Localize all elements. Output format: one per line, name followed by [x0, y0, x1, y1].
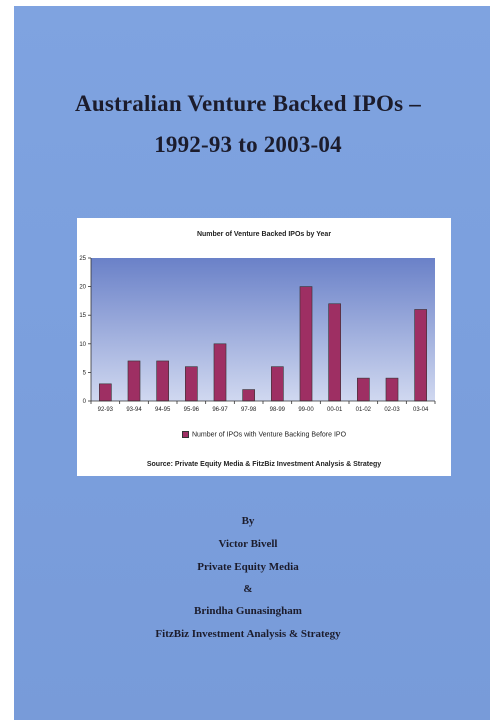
credits-by: By	[241, 515, 255, 527]
x-tick-label: 99-00	[298, 407, 314, 413]
y-tick-label: 15	[79, 313, 86, 319]
chart-legend: Number of IPOs with Venture Backing Befo…	[77, 431, 451, 438]
org-2: FitzBiz Investment Analysis & Strategy	[155, 628, 341, 640]
bar-chart: 0 5 10 15 20 25 92-93 93-94 94-95 95-96 96-97 97-98…	[79, 256, 436, 413]
bar-00-01	[328, 303, 341, 402]
bar-95-96	[185, 366, 198, 402]
chart-title: Number of Venture Backed IPOs by Year	[196, 231, 332, 238]
x-tick-label: 92-93	[98, 407, 114, 413]
x-tick-label: 93-94	[126, 407, 142, 413]
author-1: Victor Bivell	[218, 538, 278, 550]
y-tick-label: 0	[83, 399, 87, 405]
y-tick-label: 10	[79, 342, 86, 348]
bar-99-00	[299, 286, 313, 402]
x-tick-label: 97-98	[241, 407, 257, 413]
author-2: Brindha Gunasingham	[194, 605, 302, 617]
legend-swatch	[181, 431, 189, 438]
x-tick-label: 03-04	[413, 407, 429, 413]
org-1: Private Equity Media	[197, 561, 299, 573]
x-tick-label: 94-95	[155, 407, 171, 413]
chart-source: Source: Private Equity Media & FitzBiz I…	[146, 461, 382, 468]
bar-02-03	[385, 377, 399, 402]
y-tick-label: 5	[83, 370, 87, 376]
bar-93-94	[127, 360, 141, 402]
y-tick-label: 25	[79, 256, 86, 262]
report-title-line2: 1992-93 to 2003-04	[154, 132, 342, 157]
report-title-line1: Australian Venture Backed IPOs –	[75, 91, 421, 116]
bar-03-04	[414, 309, 427, 402]
bar-96-97	[213, 343, 227, 402]
x-tick-label: 00-01	[327, 407, 343, 413]
x-tick-label: 96-97	[212, 407, 228, 413]
x-tick-label: 98-99	[270, 407, 286, 413]
x-tick-label: 01-02	[356, 407, 372, 413]
chart-panel: Number of Venture Backed IPOs by Year 0 5…	[77, 218, 451, 476]
x-tick-label: 95-96	[184, 407, 200, 413]
bar-94-95	[156, 360, 169, 402]
legend-label: Number of IPOs with Venture Backing Befo…	[191, 431, 347, 439]
bar-01-02	[357, 377, 370, 402]
ampersand: &	[243, 583, 253, 595]
y-tick-label: 20	[79, 285, 86, 291]
bar-92-93	[99, 383, 112, 402]
plot-area	[91, 258, 435, 401]
bar-98-99	[271, 366, 284, 402]
x-tick-label: 02-03	[384, 407, 400, 413]
bar-97-98	[242, 389, 255, 402]
